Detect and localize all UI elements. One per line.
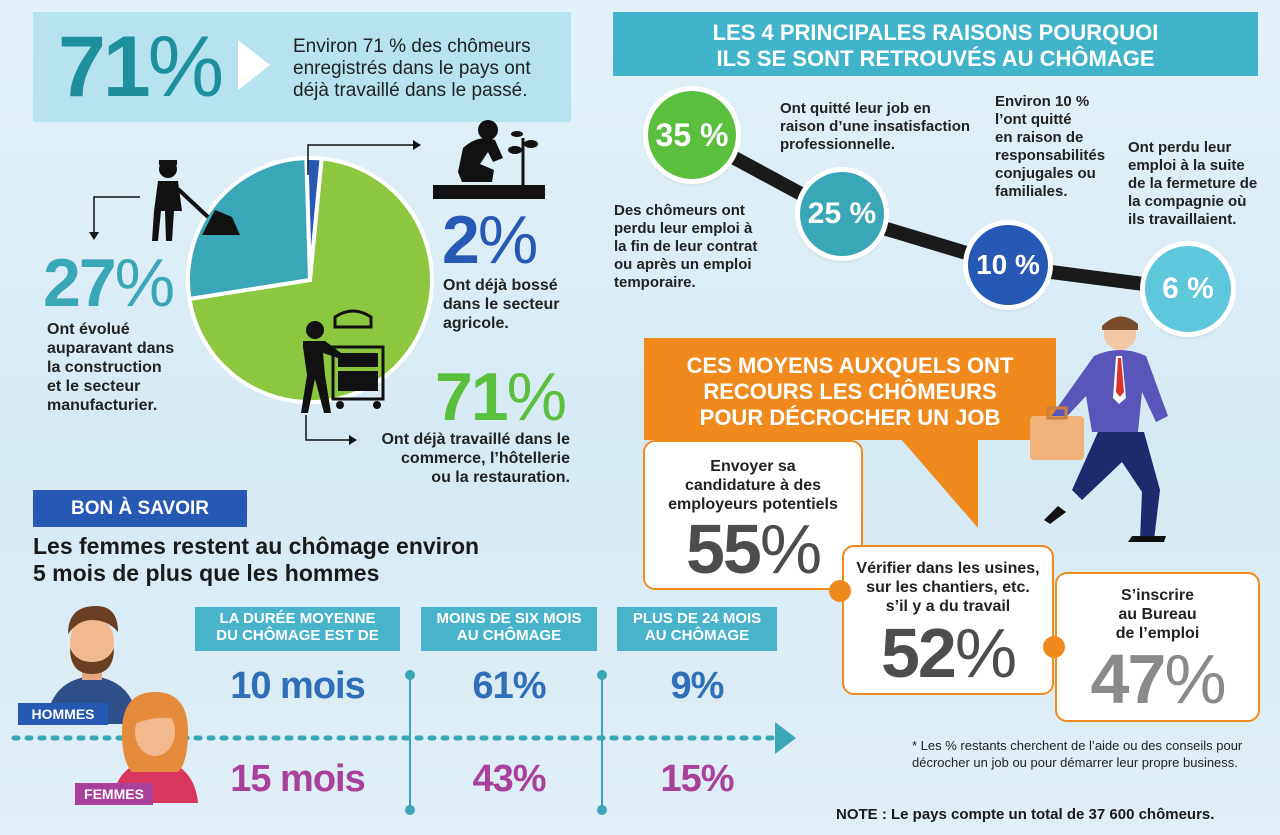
reason-circle-10: 10 % (968, 225, 1048, 305)
footnote: * Les % restants cherchent de l’aide ou … (912, 738, 1243, 770)
note: NOTE : Le pays compte un total de 37 600… (836, 806, 1215, 823)
mean-card-3-text: S’inscrire au Bureau de l’emploi (1115, 587, 1200, 642)
stat-2-text: Ont déjà bossé dans le secteur agricole. (443, 277, 560, 332)
reason-text-6: Ont perdu leur emploi à la suite de la fer… (1128, 139, 1258, 228)
hotel-porter-icon (301, 309, 385, 413)
speech-tail (900, 438, 978, 528)
mean-card-1-text: Envoyer sa candidature à des employeurs po… (668, 458, 838, 513)
reason-text-35: Des chômeurs ont perdu leur emploi à la fi… (614, 202, 758, 291)
men-over-24: 9% (670, 665, 725, 707)
top-banner (33, 12, 571, 122)
headline-text: Environ 71 % des chômeurs enregistrés da… (293, 36, 531, 101)
businessman-illustration (1030, 316, 1168, 542)
mean-card-3-value: 47% (1090, 640, 1226, 718)
col-head-under-6: MOINS DE SIX MOIS AU CHÔMAGE (421, 607, 597, 651)
bullet-dot (1043, 636, 1065, 658)
women-under-6: 43% (472, 758, 546, 800)
men-label: HOMMES (18, 703, 108, 725)
mean-card-2: Vérifier dans les usines, sur les chantie… (842, 545, 1054, 695)
mean-card-2-value: 52% (880, 614, 1017, 692)
mean-card-3: S’inscrire au Bureau de l’emploi 47% (1055, 572, 1260, 722)
farmer-icon (433, 120, 545, 199)
bullet-dot (829, 580, 851, 602)
mean-card-1-value: 55% (685, 510, 822, 588)
reason-text-25: Ont quitté leur job en raison d’une insat… (780, 100, 971, 153)
stat-71-value: 71% (435, 359, 567, 435)
col-head-over-24: PLUS DE 24 MOIS AU CHÔMAGE (617, 607, 777, 651)
reasons-header: LES 4 PRINCIPALES RAISONS POURQUOI ILS SE… (613, 12, 1258, 76)
timeline-axis (11, 670, 796, 815)
means-header: CES MOYENS AUXQUELS ONT RECOURS LES CHÔME… (644, 338, 1056, 440)
col-head-duration: LA DURÉE MOYENNE DU CHÔMAGE EST DE (195, 607, 400, 651)
stat-71-text: Ont déjà travaillé dans le commerce, l’hô… (381, 431, 570, 486)
reasons-path (685, 128, 1197, 297)
reason-circle-6: 6 % (1145, 246, 1231, 332)
headline-percentage: 71% (58, 19, 224, 115)
mean-card-2-text: Vérifier dans les usines, sur les chantie… (856, 560, 1040, 615)
reason-circle-35: 35 % (648, 91, 736, 179)
mean-card-1: Envoyer sa candidature à des employeurs po… (643, 440, 863, 590)
stat-27-text: Ont évolué auparavant dans la construction… (47, 321, 175, 414)
construction-worker-icon (152, 160, 240, 241)
women-over-24: 15% (660, 758, 734, 800)
pie-slice (186, 155, 313, 302)
arrow-right-icon (238, 40, 270, 90)
stat-2-value: 2% (442, 202, 538, 278)
bon-a-savoir-tag: BON À SAVOIR (33, 490, 247, 527)
men-under-6: 61% (472, 665, 546, 707)
woman-icon (112, 692, 198, 803)
pie-connectors (89, 140, 421, 445)
women-label: FEMMES (75, 783, 153, 805)
reason-text-10: Environ 10 % l’ont quitté en raison de resp… (995, 93, 1106, 200)
men-duration: 10 mois (230, 665, 366, 707)
bon-a-savoir-title: Les femmes restent au chômage environ 5 m… (33, 533, 480, 586)
women-duration: 15 mois (230, 758, 366, 800)
stat-27-value: 27% (43, 245, 175, 321)
reason-circle-25: 25 % (800, 172, 884, 256)
pie-chart (186, 155, 434, 404)
